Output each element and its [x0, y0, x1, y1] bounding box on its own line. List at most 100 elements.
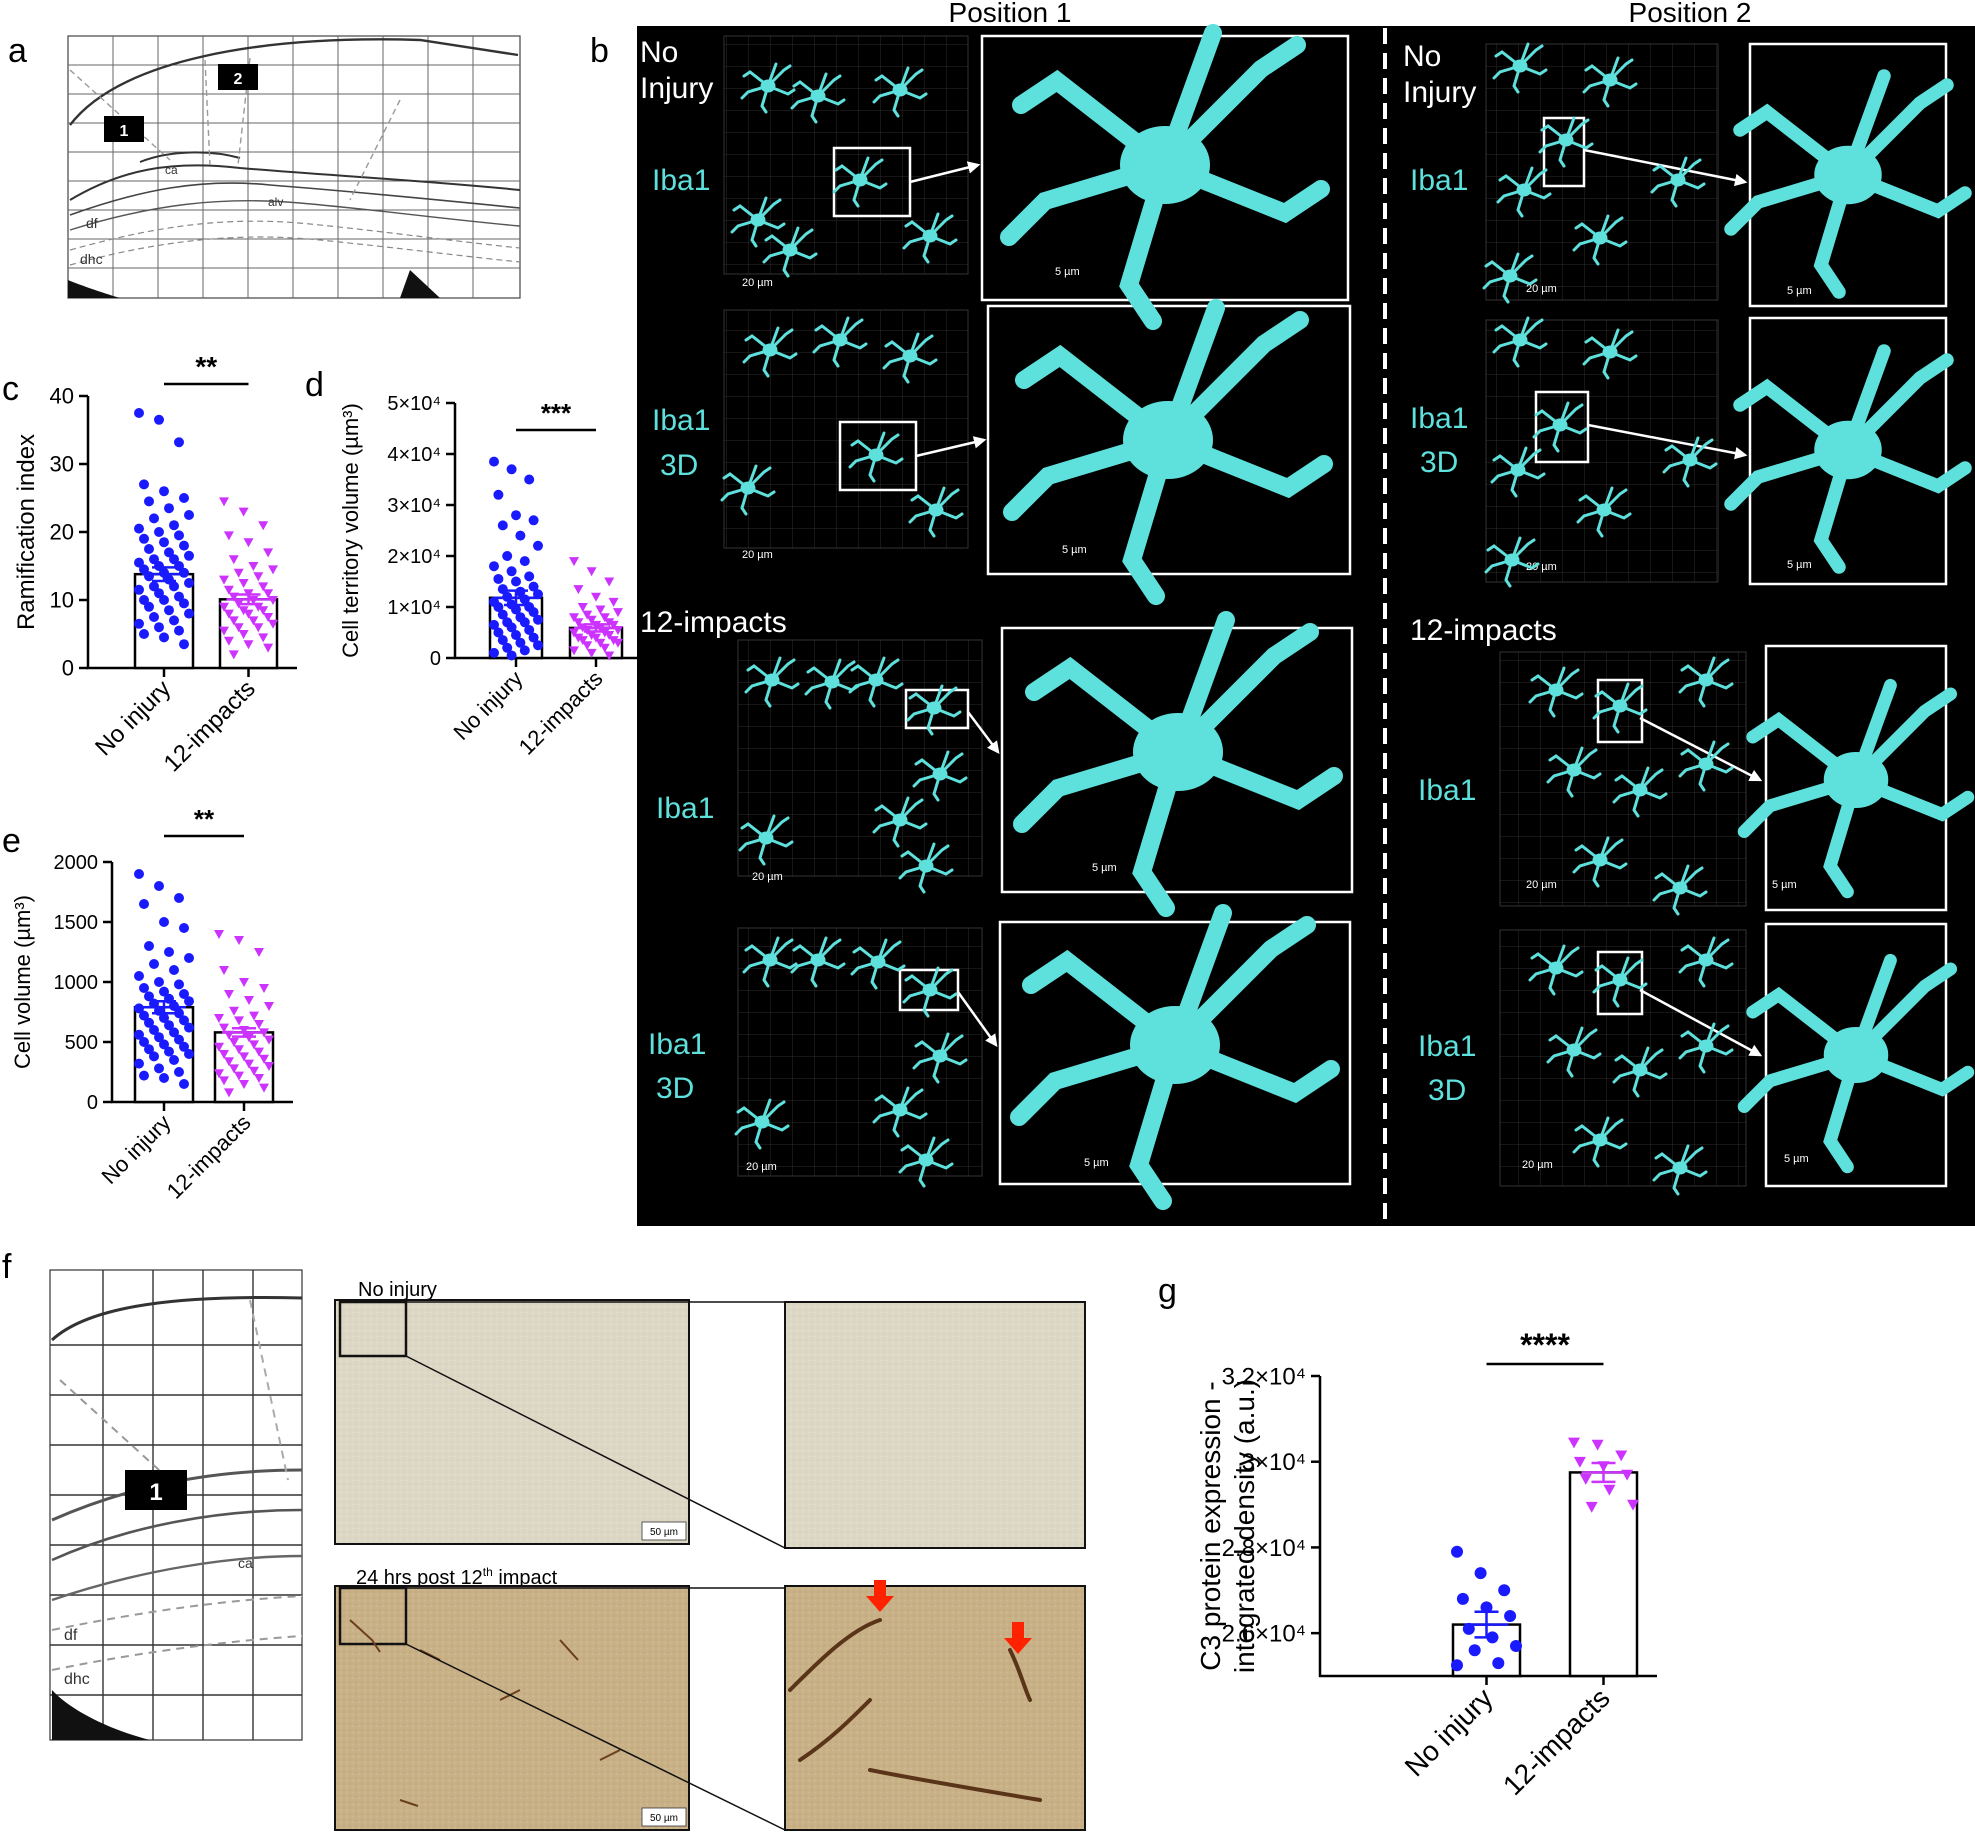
scale-5-label: 5 µm — [1787, 285, 1812, 297]
data-point-no-injury — [139, 1037, 149, 1047]
scale-5-label: 5 µm — [1084, 1157, 1109, 1169]
data-point-no-injury — [493, 573, 504, 584]
data-point-12-impacts — [604, 577, 615, 587]
y-tick-label: 40 — [50, 384, 74, 409]
y-tick-label: 2.8×10⁴ — [1222, 1535, 1306, 1562]
atlas-f-label-ca: ca — [238, 1555, 253, 1571]
data-point-12-impacts — [259, 984, 269, 993]
atlas-label-ca: ca — [165, 163, 178, 177]
data-point-no-injury — [149, 959, 159, 969]
significance-stars: *** — [541, 398, 572, 428]
data-point-no-injury — [149, 1051, 159, 1062]
data-point-no-injury — [139, 1070, 149, 1081]
data-point-no-injury — [164, 1046, 174, 1057]
data-point-no-injury — [134, 618, 144, 629]
scale-5-label: 5 µm — [1787, 559, 1812, 571]
data-point-no-injury — [169, 581, 179, 592]
y-tick-label: 0 — [430, 648, 441, 670]
data-point-no-injury — [139, 1010, 149, 1021]
data-point-no-injury — [1474, 1567, 1487, 1580]
scale-5-label: 5 µm — [1055, 266, 1080, 278]
atlas-label-alv: alv — [268, 195, 283, 209]
atlas-f-region-1-label: 1 — [149, 1479, 162, 1506]
iba1-3d-label-p1-imp-2: 3D — [656, 1072, 694, 1105]
data-point-no-injury — [524, 571, 535, 582]
atlas-label-dhc: dhc — [80, 251, 103, 267]
data-point-no-injury — [134, 1058, 144, 1069]
data-point-12-impacts — [249, 1011, 259, 1021]
ihc-no-injury-label: No injury — [358, 1279, 437, 1301]
data-point-no-injury — [174, 1008, 184, 1019]
scale-5-label: 5 µm — [1772, 879, 1797, 891]
panel-label-b: b — [590, 32, 609, 70]
data-point-12-impacts — [244, 1059, 254, 1069]
data-point-12-impacts — [219, 575, 229, 585]
data-point-12-impacts — [569, 557, 579, 567]
data-point-12-impacts — [219, 602, 229, 612]
data-point-no-injury — [493, 489, 504, 500]
data-point-no-injury — [528, 581, 539, 592]
data-point-no-injury — [489, 619, 499, 630]
y-tick-label: 3×10⁴ — [387, 495, 441, 517]
ihc-zoom-processes — [788, 1618, 1042, 1802]
data-point-no-injury — [1451, 1659, 1463, 1672]
iba1-3d-label-p2-noinj-2: 3D — [1420, 446, 1458, 479]
y-tick-label: 3×10⁴ — [1242, 1449, 1306, 1476]
data-point-12-impacts — [219, 1076, 229, 1086]
data-point-no-injury — [154, 977, 164, 987]
x-tick-label: 12-impacts — [514, 666, 608, 760]
ihc-no-injury-image — [334, 1299, 690, 1545]
atlas-f-label-df: df — [64, 1627, 78, 1644]
x-tick-label: No injury — [448, 666, 527, 745]
data-point-12-impacts — [258, 521, 269, 531]
data-point-no-injury — [134, 1029, 144, 1040]
x-tick-label: 12-impacts — [162, 1110, 256, 1204]
y-axis-label: Cell volume (µm³) — [10, 895, 35, 1069]
data-point-no-injury — [1510, 1640, 1522, 1652]
data-point-no-injury — [184, 1049, 194, 1059]
data-point-12-impacts — [219, 1023, 229, 1033]
atlas-cortex-outline — [69, 38, 519, 126]
data-point-12-impacts — [234, 1016, 244, 1026]
no-injury-label-p1-line2: Injury — [640, 72, 713, 105]
data-point-no-injury — [519, 617, 530, 628]
data-point-no-injury — [1504, 1610, 1517, 1622]
data-point-no-injury — [139, 629, 149, 639]
data-point-no-injury — [144, 544, 154, 554]
data-point-no-injury — [519, 556, 530, 567]
data-point-no-injury — [1456, 1592, 1469, 1605]
atlas-diagram-a: 1 2 ca alv df dhc — [67, 35, 521, 299]
ihc-post-impact-label: 24 hrs post 12th impact — [356, 1565, 558, 1589]
data-point-12-impacts — [249, 1040, 259, 1050]
data-point-12-impacts — [1615, 1450, 1628, 1462]
data-point-no-injury — [184, 578, 194, 588]
data-point-no-injury — [184, 1022, 194, 1033]
data-point-no-injury — [184, 996, 194, 1007]
data-point-12-impacts — [1579, 1474, 1592, 1485]
data-point-12-impacts — [219, 1050, 229, 1059]
data-point-12-impacts — [263, 643, 274, 653]
iba1-3d-label-p1-noinj-1: Iba1 — [652, 404, 710, 437]
data-point-12-impacts — [228, 592, 239, 602]
data-point-no-injury — [528, 607, 539, 618]
atlas-region-2-box — [218, 64, 258, 90]
ihc-no-injury-roi — [338, 1300, 408, 1358]
data-point-12-impacts — [259, 1054, 269, 1064]
data-point-no-injury — [1451, 1545, 1463, 1558]
data-point-12-impacts — [254, 1074, 264, 1083]
y-tick-label: 5×10⁴ — [387, 393, 441, 415]
data-point-12-impacts — [239, 978, 249, 987]
atlas-region-1-label: 1 — [120, 123, 129, 140]
data-point-no-injury — [139, 533, 149, 544]
y-tick-label: 1×10⁴ — [387, 597, 441, 619]
data-point-12-impacts — [595, 605, 606, 615]
data-point-12-impacts — [233, 568, 244, 578]
data-point-12-impacts — [259, 1083, 269, 1093]
data-point-12-impacts — [238, 507, 249, 517]
x-tick-label: No injury — [90, 675, 176, 761]
data-point-12-impacts — [263, 548, 274, 558]
data-point-12-impacts — [219, 626, 229, 636]
iba1-label-p2-noinj: Iba1 — [1410, 164, 1468, 197]
data-point-12-impacts — [253, 572, 264, 582]
atlas-hippocampus-outline — [69, 164, 521, 201]
